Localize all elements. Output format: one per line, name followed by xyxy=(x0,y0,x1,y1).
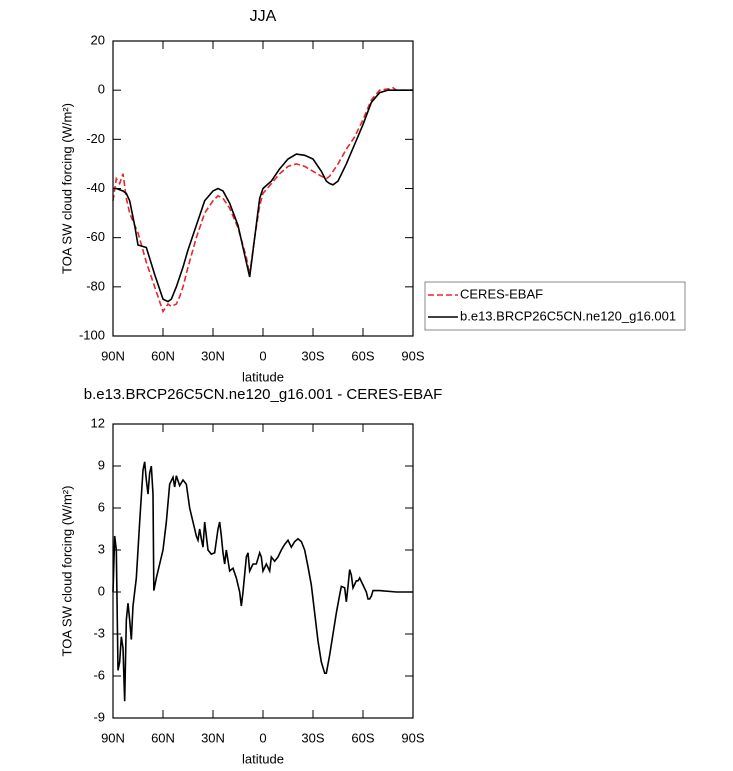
legend-box xyxy=(424,281,686,331)
y-tick-label: 3 xyxy=(98,541,105,556)
x-tick-label: 60N xyxy=(151,730,175,745)
data-line xyxy=(112,461,413,702)
x-axis-label: latitude xyxy=(242,369,284,384)
x-tick-label: 60S xyxy=(351,730,374,745)
y-tick-label: 6 xyxy=(98,499,105,514)
y-tick-label: 12 xyxy=(91,415,105,430)
x-tick-label: 30N xyxy=(201,348,225,363)
x-axis-label: latitude xyxy=(242,751,284,766)
plot-frame xyxy=(112,423,414,719)
data-line xyxy=(112,86,413,314)
x-tick-label: 30S xyxy=(301,348,324,363)
y-axis-label: TOA SW cloud forcing (W/m²) xyxy=(59,103,74,274)
x-tick-label: 90S xyxy=(401,348,424,363)
x-tick-label: 0 xyxy=(259,348,266,363)
x-tick-label: 60N xyxy=(151,348,175,363)
y-tick-label: -40 xyxy=(86,180,105,195)
y-tick-label: -60 xyxy=(86,229,105,244)
plot-frame xyxy=(112,40,414,337)
chart-title: b.e13.BRCP26C5CN.ne120_g16.001 - CERES-E… xyxy=(84,386,443,403)
y-tick-label: -3 xyxy=(93,625,105,640)
y-tick-label: 0 xyxy=(98,583,105,598)
x-tick-label: 0 xyxy=(259,730,266,745)
y-tick-label: 0 xyxy=(98,82,105,97)
y-axis-label: TOA SW cloud forcing (W/m²) xyxy=(59,486,74,657)
legend-label: b.e13.BRCP26C5CN.ne120_g16.001 xyxy=(460,308,676,323)
chart-title: JJA xyxy=(250,8,277,25)
y-tick-label: -80 xyxy=(86,278,105,293)
x-tick-label: 60S xyxy=(351,348,374,363)
x-tick-label: 90N xyxy=(101,730,125,745)
y-tick-label: 9 xyxy=(98,457,105,472)
y-tick-label: -100 xyxy=(79,327,105,342)
x-tick-label: 90S xyxy=(401,730,424,745)
x-tick-label: 30S xyxy=(301,730,324,745)
x-tick-label: 90N xyxy=(101,348,125,363)
y-tick-label: -20 xyxy=(86,131,105,146)
y-tick-label: -9 xyxy=(93,709,105,724)
x-tick-label: 30N xyxy=(201,730,225,745)
legend-label: CERES-EBAF xyxy=(460,286,543,301)
data-line xyxy=(113,89,413,303)
y-tick-label: 20 xyxy=(91,32,105,47)
y-tick-label: -6 xyxy=(93,667,105,682)
